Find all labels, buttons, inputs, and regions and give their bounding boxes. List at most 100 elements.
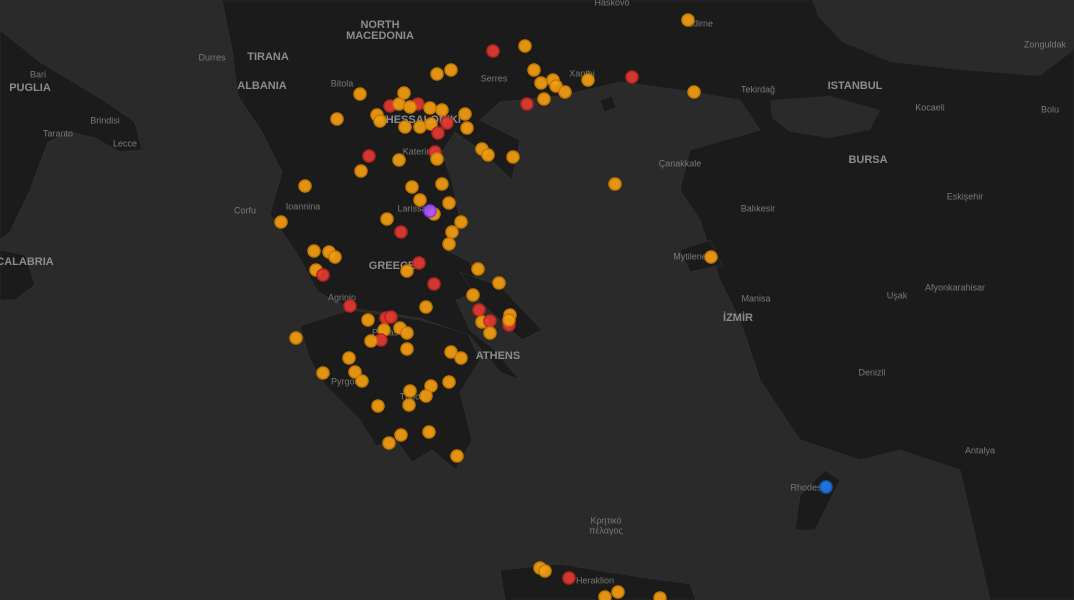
map-marker[interactable] bbox=[354, 164, 368, 178]
map-marker[interactable] bbox=[342, 351, 356, 365]
map-marker[interactable] bbox=[316, 366, 330, 380]
map-marker[interactable] bbox=[444, 345, 458, 359]
map-marker[interactable] bbox=[492, 276, 506, 290]
map-marker[interactable] bbox=[431, 126, 445, 140]
map-marker[interactable] bbox=[472, 303, 486, 317]
map-marker[interactable] bbox=[486, 44, 500, 58]
map-marker[interactable] bbox=[413, 120, 427, 134]
map-marker[interactable] bbox=[442, 375, 456, 389]
place-label: Kocaeli bbox=[915, 102, 945, 112]
map-marker[interactable] bbox=[384, 310, 398, 324]
map-marker[interactable] bbox=[460, 121, 474, 135]
map-marker[interactable] bbox=[380, 212, 394, 226]
map-marker[interactable] bbox=[442, 196, 456, 210]
map-marker[interactable] bbox=[328, 250, 342, 264]
map-marker[interactable] bbox=[423, 204, 437, 218]
map-marker[interactable] bbox=[534, 76, 548, 90]
map-marker[interactable] bbox=[562, 571, 576, 585]
map-marker[interactable] bbox=[483, 314, 497, 328]
map-marker[interactable] bbox=[481, 148, 495, 162]
map-marker[interactable] bbox=[681, 13, 695, 27]
map-marker[interactable] bbox=[502, 313, 516, 327]
map-marker[interactable] bbox=[392, 97, 406, 111]
place-label: Manisa bbox=[741, 293, 770, 303]
map-marker[interactable] bbox=[402, 398, 416, 412]
map-marker[interactable] bbox=[422, 425, 436, 439]
map-marker[interactable] bbox=[361, 313, 375, 327]
map-marker[interactable] bbox=[355, 374, 369, 388]
map-marker[interactable] bbox=[537, 92, 551, 106]
map-marker[interactable] bbox=[353, 87, 367, 101]
map-marker[interactable] bbox=[394, 428, 408, 442]
map-marker[interactable] bbox=[458, 107, 472, 121]
map-marker[interactable] bbox=[394, 225, 408, 239]
place-label: Katerini bbox=[403, 146, 434, 156]
map-marker[interactable] bbox=[423, 101, 437, 115]
map-marker[interactable] bbox=[653, 591, 667, 600]
map-marker[interactable] bbox=[412, 256, 426, 270]
map-marker[interactable] bbox=[330, 112, 344, 126]
map-marker[interactable] bbox=[454, 351, 468, 365]
map-marker[interactable] bbox=[403, 100, 417, 114]
map-marker[interactable] bbox=[687, 85, 701, 99]
map-marker[interactable] bbox=[611, 585, 625, 599]
map-marker[interactable] bbox=[506, 150, 520, 164]
place-label: Κρητικό bbox=[590, 515, 621, 525]
map-marker[interactable] bbox=[558, 85, 572, 99]
map-marker[interactable] bbox=[445, 225, 459, 239]
map-marker[interactable] bbox=[520, 97, 534, 111]
map-marker[interactable] bbox=[442, 237, 456, 251]
map-marker[interactable] bbox=[466, 288, 480, 302]
map-marker[interactable] bbox=[405, 180, 419, 194]
map-marker[interactable] bbox=[625, 70, 639, 84]
map-marker[interactable] bbox=[430, 67, 444, 81]
map-marker[interactable] bbox=[371, 399, 385, 413]
map-marker[interactable] bbox=[440, 116, 454, 130]
place-label: πέλαγος bbox=[589, 525, 623, 535]
map-marker[interactable] bbox=[392, 153, 406, 167]
map-marker[interactable] bbox=[608, 177, 622, 191]
map-marker[interactable] bbox=[819, 480, 833, 494]
place-label: Serres bbox=[481, 73, 508, 83]
map-marker[interactable] bbox=[450, 449, 464, 463]
map-marker[interactable] bbox=[382, 436, 396, 450]
map-marker[interactable] bbox=[403, 384, 417, 398]
map-marker[interactable] bbox=[348, 365, 362, 379]
map-marker[interactable] bbox=[471, 262, 485, 276]
map-marker[interactable] bbox=[419, 300, 433, 314]
place-label: Durres bbox=[198, 52, 226, 62]
map-marker[interactable] bbox=[435, 177, 449, 191]
map-marker[interactable] bbox=[427, 277, 441, 291]
place-label: PUGLIA bbox=[9, 82, 51, 94]
map-marker[interactable] bbox=[343, 299, 357, 313]
map-marker[interactable] bbox=[373, 114, 387, 128]
map-marker[interactable] bbox=[424, 117, 438, 131]
map-marker[interactable] bbox=[400, 326, 414, 340]
map-marker[interactable] bbox=[419, 389, 433, 403]
map-marker[interactable] bbox=[397, 86, 411, 100]
map-marker[interactable] bbox=[316, 268, 330, 282]
map-marker[interactable] bbox=[454, 215, 468, 229]
map-marker[interactable] bbox=[483, 326, 497, 340]
map-marker[interactable] bbox=[274, 215, 288, 229]
map-marker[interactable] bbox=[298, 179, 312, 193]
map-marker[interactable] bbox=[527, 63, 541, 77]
map-marker[interactable] bbox=[444, 63, 458, 77]
map-marker[interactable] bbox=[289, 331, 303, 345]
map-marker[interactable] bbox=[581, 73, 595, 87]
map-marker[interactable] bbox=[307, 244, 321, 258]
map-marker[interactable] bbox=[598, 590, 612, 600]
map-marker[interactable] bbox=[400, 264, 414, 278]
map-marker[interactable] bbox=[518, 39, 532, 53]
italy bbox=[0, 29, 143, 241]
map-marker[interactable] bbox=[398, 120, 412, 134]
map-marker[interactable] bbox=[413, 193, 427, 207]
map-marker[interactable] bbox=[435, 103, 449, 117]
map-marker[interactable] bbox=[400, 342, 414, 356]
map-marker[interactable] bbox=[538, 564, 552, 578]
map-marker[interactable] bbox=[704, 250, 718, 264]
map-marker[interactable] bbox=[430, 152, 444, 166]
map-marker[interactable] bbox=[362, 149, 376, 163]
map-marker[interactable] bbox=[364, 334, 378, 348]
